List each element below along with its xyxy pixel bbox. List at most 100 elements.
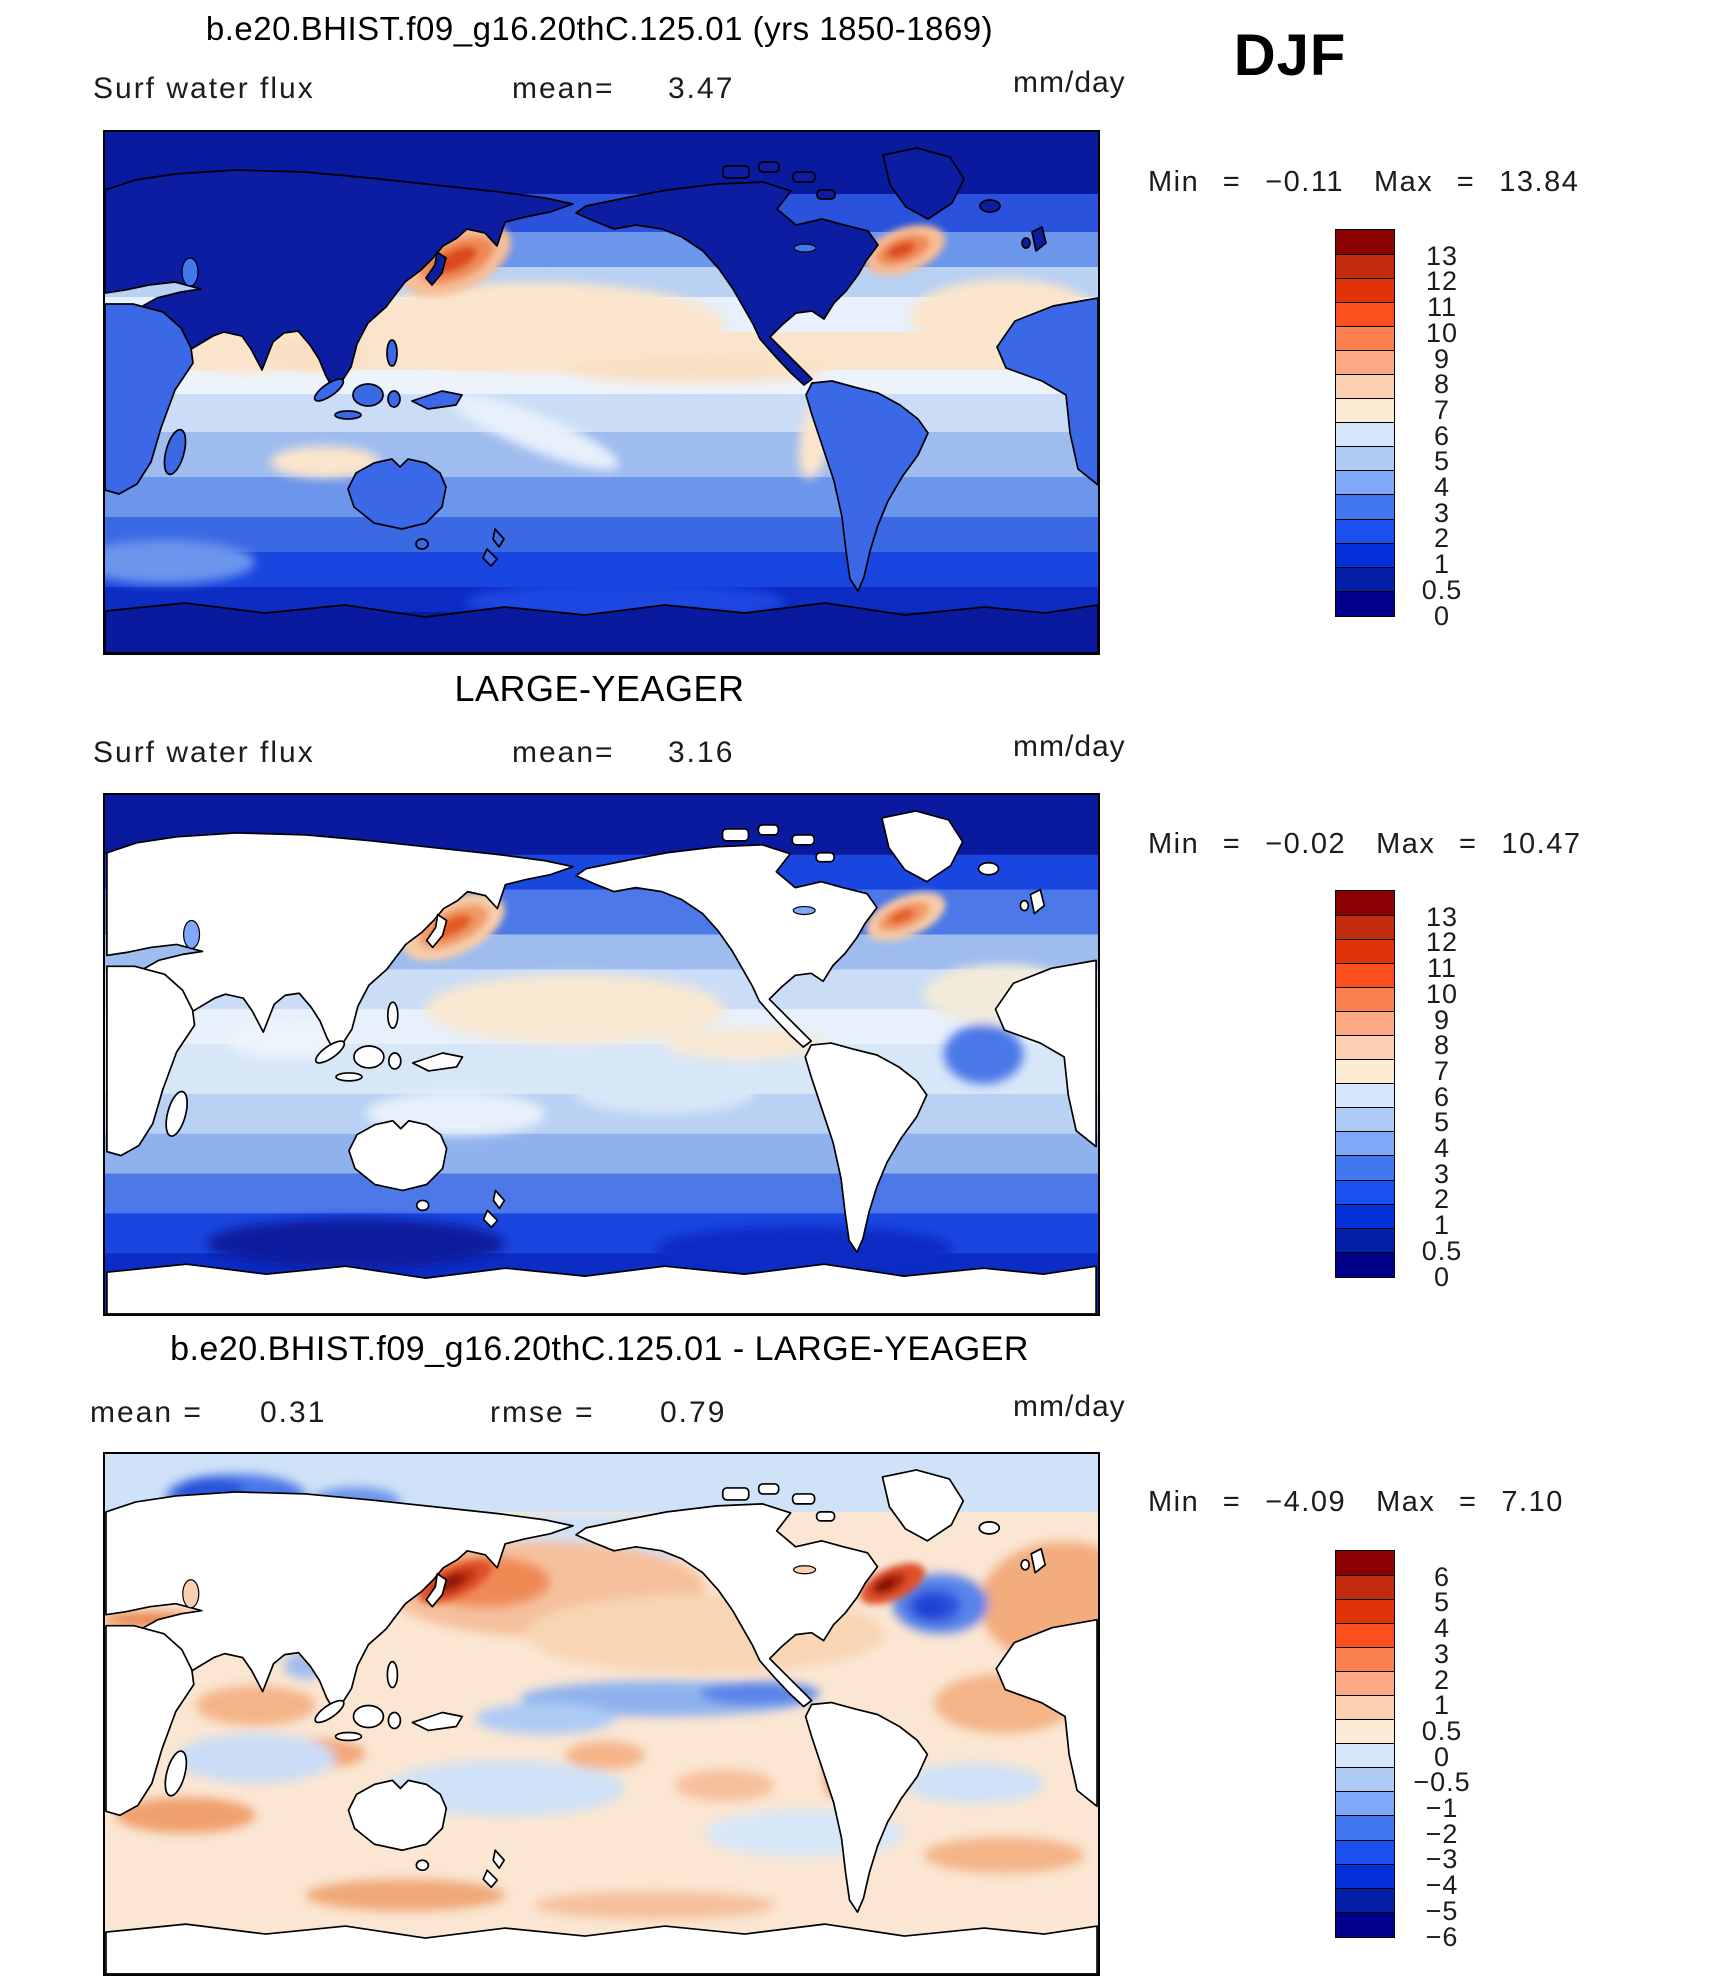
colorbar-model: 13 12 11 10 9 8 7 6 5 4 3 2 1 0.5 0 (1335, 229, 1461, 631)
colorbar-segment (1335, 566, 1395, 593)
colorbar-segment (1335, 1034, 1395, 1061)
colorbar-segment (1335, 1622, 1395, 1649)
colorbar-tick-label: 2 (1433, 1184, 1451, 1215)
colorbar-segment (1335, 986, 1395, 1013)
colorbar-tick-label: 0.5 (1421, 1235, 1463, 1266)
colorbar-segment (1335, 1574, 1395, 1601)
colorbar-segment (1335, 1646, 1395, 1673)
colorbar-tick-label: 9 (1433, 343, 1451, 374)
colorbar-segment (1335, 1083, 1395, 1109)
colorbar-segment (1335, 518, 1395, 545)
panel3-units: mm/day (1013, 1390, 1126, 1423)
colorbar-tick-label: 9 (1433, 1004, 1451, 1035)
map-model-svg (105, 132, 1098, 653)
panel3-mean-value: 0.31 (260, 1396, 327, 1429)
colorbar-segment (1335, 494, 1395, 521)
panel1-min-label: Min = (1148, 166, 1242, 198)
colorbar-segment (1335, 1550, 1395, 1577)
colorbar-tick-label: −3 (1425, 1844, 1459, 1875)
colorbar-segment (1335, 1131, 1395, 1158)
panel2-max-label: Max = (1376, 828, 1478, 860)
colorbar-segment (1335, 229, 1395, 256)
panel3-max-label: Max = (1376, 1486, 1478, 1518)
panel1-min-value: −0.11 (1265, 166, 1344, 198)
colorbar-tick-label: 3 (1433, 497, 1451, 528)
map-model (103, 130, 1100, 655)
panel1-mean-label: mean= (512, 72, 615, 105)
colorbar-segment (1335, 277, 1395, 304)
map-obs-svg (105, 795, 1098, 1314)
panel2-mean-label: mean= (512, 736, 615, 769)
colorbar-segment (1335, 253, 1395, 280)
panel3-min-value: −4.09 (1265, 1486, 1347, 1518)
colorbar-tick-label: 0 (1433, 1261, 1451, 1292)
colorbar-tick-label: −6 (1425, 1921, 1459, 1952)
panel1-title: b.e20.BHIST.f09_g16.20thC.125.01 (yrs 18… (205, 10, 994, 47)
colorbar-tick-label: 5 (1433, 446, 1451, 477)
colorbar-segment (1335, 914, 1395, 941)
colorbar-tick-label: 10 (1425, 317, 1459, 348)
panel3-title: b.e20.BHIST.f09_g16.20thC.125.01 - LARGE… (170, 1330, 1029, 1368)
colorbar-tick-label: −2 (1425, 1818, 1459, 1849)
colorbar-tick-label: 7 (1433, 1055, 1451, 1086)
colorbar-segment (1335, 373, 1395, 400)
colorbar-segment (1335, 1670, 1395, 1697)
panel1-field-label: Surf water flux (93, 72, 315, 105)
panel1-minmax: Min = −0.11 Max = 13.84 (1148, 166, 1609, 199)
colorbar-tick-label: 1 (1433, 549, 1451, 580)
colorbar-segment (1335, 1791, 1395, 1818)
colorbar-tick-label: −4 (1425, 1870, 1459, 1901)
colorbar-segment (1335, 1694, 1395, 1721)
map-diff (103, 1452, 1100, 1976)
colorbar-segment (1335, 1179, 1395, 1206)
colorbar-tick-label: 7 (1433, 394, 1451, 425)
colorbar-segment (1335, 590, 1395, 617)
panel2-mean-value: 3.16 (668, 736, 735, 769)
colorbar-tick-label: 13 (1425, 240, 1459, 271)
colorbar-segment (1335, 962, 1395, 989)
colorbar-segment (1335, 470, 1395, 497)
colorbar-segment (1335, 301, 1395, 328)
colorbar-segment (1335, 542, 1395, 569)
season-label: DJF (1233, 23, 1347, 88)
colorbar-segment (1335, 1839, 1395, 1866)
colorbar-segment (1335, 398, 1395, 424)
colorbar-tick-label: 10 (1425, 978, 1459, 1009)
panel2-field-label: Surf water flux (93, 736, 315, 769)
panel2-title: LARGE-YEAGER (454, 668, 745, 709)
colorbar-tick-label: 4 (1433, 1613, 1451, 1644)
colorbar-tick-label: 0 (1433, 600, 1451, 631)
colorbar-tick-label: 4 (1433, 472, 1451, 502)
colorbar-segment (1335, 1203, 1395, 1230)
colorbar-segment (1335, 1598, 1395, 1625)
colorbar-segment (1335, 1743, 1395, 1769)
panel2-min-value: −0.02 (1265, 828, 1347, 860)
colorbar-segment (1335, 349, 1395, 376)
colorbar-diff: 6 5 4 3 2 1 0.5 0 −0.5 −1 −2 −3 −4 −5 −6 (1335, 1550, 1470, 1952)
panel3-minmax: Min = −4.09 Max = 7.10 (1148, 1486, 1594, 1519)
colorbar-tick-label: 4 (1433, 1133, 1451, 1163)
colorbar-tick-label: 1 (1433, 1690, 1451, 1721)
colorbar-segment (1335, 325, 1395, 352)
colorbar-tick-label: 5 (1433, 1587, 1451, 1618)
panel3-min-label: Min = (1148, 1486, 1242, 1518)
colorbar-tick-label: 1 (1433, 1210, 1451, 1241)
colorbar-tick-label: 5 (1433, 1107, 1451, 1138)
panel2-units: mm/day (1013, 730, 1126, 763)
panel3-rmse-value: 0.79 (660, 1396, 727, 1429)
colorbar-obs: 13 12 11 10 9 8 7 6 5 4 3 2 1 0.5 0 (1335, 890, 1461, 1292)
colorbar-tick-label: 13 (1425, 901, 1459, 932)
colorbar-tick-label: 2 (1433, 523, 1451, 554)
colorbar-segment (1335, 938, 1395, 965)
colorbar-tick-label: 12 (1425, 266, 1459, 297)
colorbar-segment (1335, 1059, 1395, 1085)
colorbar-tick-label: 6 (1433, 420, 1451, 451)
colorbar-tick-label: 11 (1426, 292, 1458, 323)
colorbar-tick-label: 11 (1426, 953, 1458, 984)
panel3-mean-label: mean = (90, 1396, 203, 1429)
colorbar-tick-label: 0.5 (1421, 574, 1463, 605)
colorbar-tick-label: 0.5 (1421, 1715, 1463, 1746)
colorbar-tick-label: −0.5 (1413, 1767, 1471, 1798)
colorbar-tick-label: 8 (1433, 369, 1451, 400)
